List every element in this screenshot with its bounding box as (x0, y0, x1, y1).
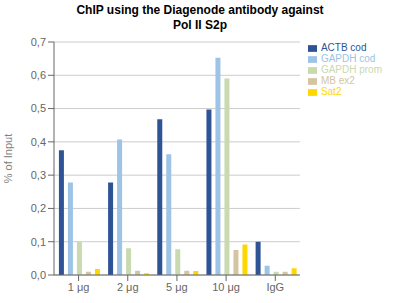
svg-text:0,3: 0,3 (31, 169, 46, 181)
svg-text:IgG: IgG (266, 281, 284, 293)
html-text:ACTB cod: ACTB cod (320, 42, 367, 53)
svg-text:0,0: 0,0 (31, 269, 46, 281)
svg-text:2 μg: 2 μg (117, 281, 139, 293)
html-text:MB ex2: MB ex2 (320, 75, 355, 86)
svg-text:0,2: 0,2 (31, 202, 46, 214)
svg-text:0,6: 0,6 (31, 69, 46, 81)
svg-text:0,7: 0,7 (31, 36, 46, 48)
svg-text:0,4: 0,4 (31, 136, 46, 148)
svg-text:% of Input: % of Input (8, 134, 14, 184)
html-text:Sat2: Sat2 (320, 86, 342, 97)
html-text:ChIP using the Diagenode antib: ChIP using the Diagenode antibody agains… (76, 3, 324, 17)
svg-text:0,1: 0,1 (31, 236, 46, 248)
html-text:GAPDH cod: GAPDH cod (320, 53, 376, 64)
html-text:Pol II S2p: Pol II S2p (173, 18, 227, 32)
html-text:GAPDH prom: GAPDH prom (320, 64, 382, 75)
svg-text:0,5: 0,5 (31, 102, 46, 114)
svg-text:10 μg: 10 μg (212, 281, 240, 293)
svg-text:5 μg: 5 μg (166, 281, 188, 293)
svg-text:1 μg: 1 μg (68, 281, 90, 293)
